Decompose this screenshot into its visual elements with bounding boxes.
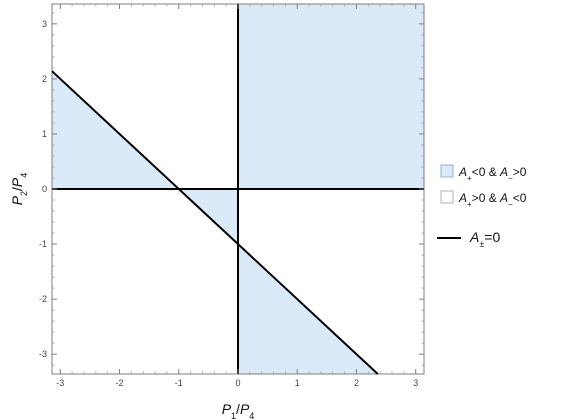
x-tick-label: 0 <box>235 378 240 388</box>
shaded-region-1 <box>238 4 424 189</box>
x-tick-label: -3 <box>56 378 64 388</box>
x-tick-label: 3 <box>413 378 418 388</box>
y-axis-ticks: -3 -2 -1 0 1 2 3 <box>39 12 424 366</box>
y-tick-label: 1 <box>42 129 47 139</box>
y-tick-label: 2 <box>42 74 47 84</box>
legend-label-2: A+>0 & A−<0 <box>458 191 527 209</box>
x-tick-label: -1 <box>175 378 183 388</box>
curve-diagonal <box>51 70 379 375</box>
curves <box>51 4 424 375</box>
x-tick-label: 1 <box>295 378 300 388</box>
y-tick-label: 3 <box>42 19 47 29</box>
legend-label-3: A±=0 <box>469 229 500 249</box>
y-tick-label: -3 <box>39 349 47 359</box>
y-tick-label: -1 <box>39 239 47 249</box>
legend-label-1: A+<0 & A−>0 <box>458 165 527 183</box>
legend: A+<0 & A−>0 A+>0 & A−<0 A±=0 <box>437 164 527 249</box>
x-tick-label: 2 <box>354 378 359 388</box>
y-tick-label: 0 <box>42 184 47 194</box>
legend-swatch-1 <box>440 164 454 178</box>
y-axis-title: P2/P4 <box>9 173 29 206</box>
legend-swatch-2 <box>440 190 454 204</box>
y-tick-label: -2 <box>39 294 47 304</box>
x-tick-label: -2 <box>116 378 124 388</box>
axis-titles: P1/P4 P2/P4 <box>9 173 254 420</box>
x-axis-ticks: -3 -2 -1 0 1 2 3 <box>56 4 418 388</box>
x-axis-title: P1/P4 <box>222 401 255 420</box>
